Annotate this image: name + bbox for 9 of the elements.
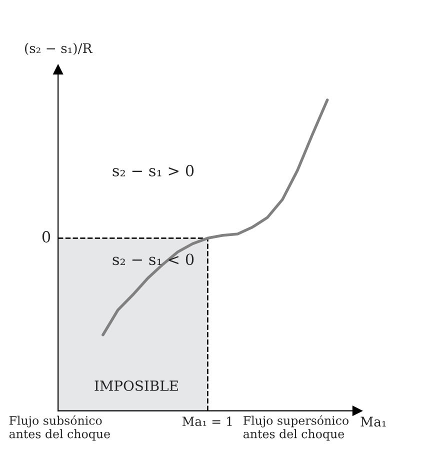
text: Ma₁: [360, 416, 386, 427]
text: IMPOSIBLE: [94, 380, 178, 391]
y-axis-title: (s₂ − s₁)/R: [25, 42, 93, 56]
text: Flujo supersónico antes del choque: [243, 415, 348, 441]
ref-line-label: 0: [42, 231, 50, 243]
text: Flujo subsónico antes del choque: [9, 415, 110, 441]
annotation: s₂ − s₁ > 0: [112, 164, 194, 176]
annotation: s₂ − s₁ < 0: [112, 254, 194, 266]
text: Ma₁ = 1: [182, 416, 232, 426]
